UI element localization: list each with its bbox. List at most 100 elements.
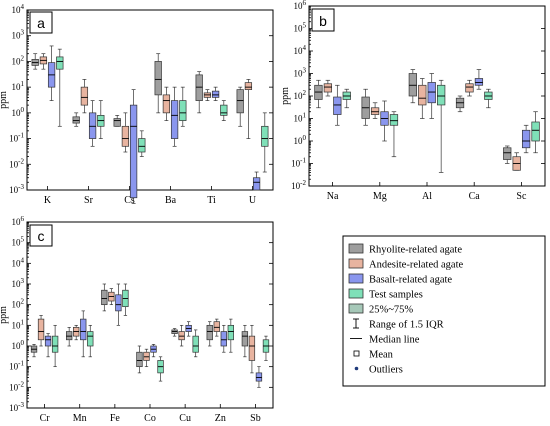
x-tick-label: U (249, 195, 257, 206)
tick-exponent: 2 (21, 298, 25, 306)
y-tick-label: 10-3 (9, 401, 24, 413)
box-basalt (333, 96, 342, 115)
y-tick-label: 100 (294, 134, 307, 146)
y-tick-label: 10-2 (291, 179, 306, 191)
tick-exponent: -1 (18, 132, 24, 140)
y-tick-label: 103 (294, 67, 307, 79)
tick-base: 10 (9, 362, 19, 372)
panel-tag-label: a (37, 15, 45, 31)
legend-item-label: Test samples (369, 290, 423, 301)
tick-exponent: 6 (303, 0, 307, 7)
legend-item-label: Rhyolite-related agate (369, 245, 462, 256)
legend-range-label: Range of 1.5 IQR (369, 320, 444, 331)
tick-base: 10 (294, 136, 304, 146)
tick-base: 10 (12, 279, 22, 289)
y-tick-label: 106 (294, 0, 307, 11)
tick-exponent: 2 (21, 54, 25, 62)
y-axis-label: ppm (0, 306, 9, 324)
box-test (389, 114, 399, 126)
tick-exponent: 3 (303, 67, 307, 75)
box-test (179, 100, 187, 121)
tick-base: 10 (12, 5, 22, 15)
tick-exponent: 0 (303, 134, 307, 142)
panel-tag-label: c (38, 228, 45, 244)
y-tick-label: 10-2 (9, 157, 24, 169)
tick-exponent: -3 (18, 183, 24, 191)
y-axis-label: ppm (0, 91, 9, 109)
tick-exponent: 1 (303, 112, 307, 120)
tick-exponent: 2 (303, 89, 307, 97)
box-basalt (255, 372, 263, 382)
box-andesite (244, 82, 253, 90)
box-andesite (465, 83, 474, 93)
tick-base: 10 (9, 159, 19, 169)
tick-base: 10 (9, 382, 19, 392)
y-tick-label: 105 (294, 22, 307, 34)
plot-frame (26, 221, 274, 409)
tick-exponent: -1 (300, 157, 306, 165)
y-tick-label: 101 (12, 80, 25, 92)
tick-base: 10 (12, 320, 22, 330)
box-rhyolite (241, 331, 249, 347)
y-tick-label: 103 (12, 277, 25, 289)
panel-tag-label: b (319, 13, 327, 29)
legend-swatch (348, 258, 364, 269)
box-rhyolite (72, 116, 80, 124)
box-andesite (37, 318, 45, 341)
tick-exponent: 4 (21, 3, 25, 11)
box-andesite (323, 83, 333, 93)
y-tick-label: 10-3 (9, 183, 24, 195)
x-tick-label: Fe (110, 413, 121, 424)
tick-base: 10 (12, 238, 22, 248)
y-tick-label: 102 (12, 54, 25, 66)
x-tick-label: K (44, 195, 52, 206)
box-andesite (162, 94, 171, 114)
legend-item-label: Andesite-related agate (369, 260, 463, 271)
tick-base: 10 (12, 31, 22, 41)
box-basalt (474, 78, 484, 86)
y-tick-label: 102 (12, 298, 25, 310)
y-tick-label: 102 (294, 89, 307, 101)
y-tick-label: 104 (12, 256, 25, 268)
box-test (56, 56, 64, 70)
box-basalt (427, 82, 436, 104)
y-tick-label: 105 (12, 236, 25, 248)
tick-base: 10 (12, 217, 22, 227)
tick-exponent: -2 (300, 179, 306, 187)
legend: Rhyolite-related agate Andesite-related a… (342, 235, 546, 387)
box-basalt (252, 177, 261, 191)
box-rhyolite (503, 147, 512, 160)
tick-base: 10 (12, 108, 22, 118)
box-rhyolite (236, 89, 244, 114)
x-tick-label: Sr (84, 195, 94, 206)
box-test (220, 104, 228, 116)
tick-base: 10 (294, 114, 304, 124)
tick-exponent: 4 (21, 256, 25, 264)
tick-base: 10 (294, 1, 304, 11)
legend-swatch (348, 288, 364, 299)
panel-tag-box (29, 224, 53, 247)
tick-exponent: -2 (18, 380, 24, 388)
tick-exponent: 4 (303, 44, 307, 52)
tick-base: 10 (12, 258, 22, 268)
y-tick-label: 10-2 (9, 380, 24, 392)
tick-exponent: -3 (18, 401, 24, 409)
box-basalt (220, 331, 227, 347)
y-tick-label: 10-1 (9, 132, 24, 144)
box-andesite (121, 125, 130, 147)
tick-base: 10 (294, 46, 304, 56)
tick-exponent: 3 (21, 277, 25, 285)
x-tick-label: Cs (124, 195, 135, 206)
box-rhyolite (408, 73, 417, 97)
y-tick-label: 103 (12, 29, 25, 41)
box-test (87, 331, 94, 347)
box-test (138, 138, 146, 153)
tick-exponent: 1 (21, 80, 25, 88)
tick-exponent: 5 (303, 22, 307, 30)
box-andesite (248, 335, 256, 361)
outlier-icon (354, 366, 359, 371)
legend-outliers-label: Outliers (369, 365, 403, 376)
box-test (531, 121, 540, 142)
legend-swatch (348, 273, 364, 284)
